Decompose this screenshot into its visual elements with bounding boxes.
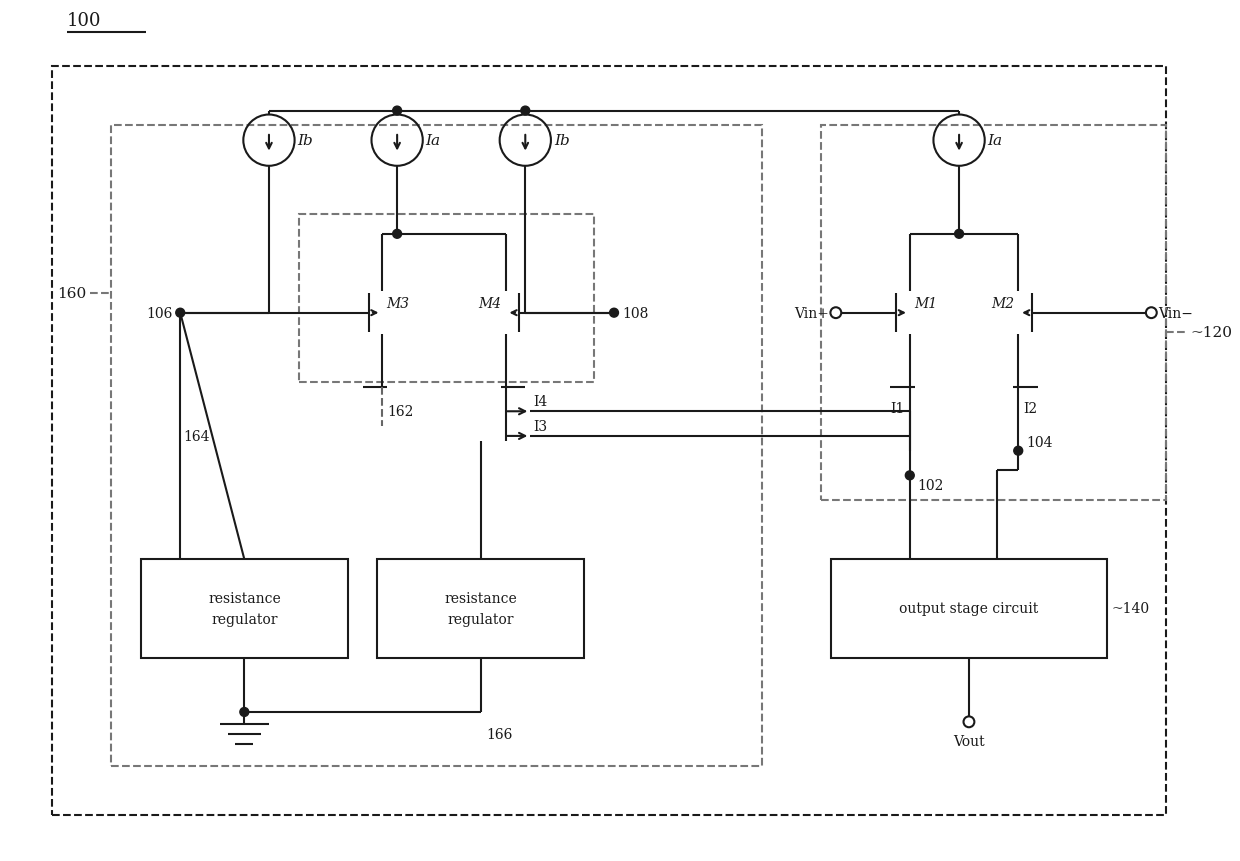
Text: M1: M1	[914, 296, 937, 310]
Text: I3: I3	[533, 419, 547, 433]
Text: M4: M4	[479, 296, 502, 310]
Text: output stage circuit: output stage circuit	[899, 602, 1039, 616]
Text: Ib: Ib	[554, 134, 569, 148]
Text: Ia: Ia	[988, 134, 1003, 148]
Text: resistance
regulator: resistance regulator	[445, 592, 517, 626]
Text: Ia: Ia	[425, 134, 441, 148]
Circle shape	[393, 230, 402, 239]
Text: 108: 108	[622, 307, 649, 320]
Text: 100: 100	[67, 12, 102, 30]
FancyBboxPatch shape	[377, 560, 584, 658]
FancyBboxPatch shape	[831, 560, 1107, 658]
Text: Ib: Ib	[298, 134, 314, 148]
Text: M2: M2	[991, 296, 1014, 310]
Circle shape	[239, 708, 249, 716]
Text: I4: I4	[533, 395, 547, 409]
Text: Vout: Vout	[954, 734, 985, 748]
Text: 104: 104	[1027, 435, 1053, 449]
Circle shape	[1014, 447, 1023, 455]
Text: 166: 166	[486, 727, 512, 740]
Circle shape	[955, 230, 963, 239]
Text: ~140: ~140	[1112, 602, 1149, 616]
Text: 164: 164	[184, 430, 210, 443]
Circle shape	[905, 471, 914, 480]
Text: resistance
regulator: resistance regulator	[208, 592, 280, 626]
Text: I1: I1	[890, 402, 905, 416]
Text: Vin−: Vin−	[1158, 307, 1193, 320]
Circle shape	[393, 107, 402, 116]
Text: Vin+: Vin+	[794, 307, 830, 320]
Circle shape	[521, 107, 529, 116]
Text: 160: 160	[57, 287, 87, 300]
Circle shape	[176, 309, 185, 318]
FancyBboxPatch shape	[141, 560, 348, 658]
Text: I2: I2	[1023, 402, 1038, 416]
Circle shape	[610, 309, 619, 318]
Text: M3: M3	[387, 296, 409, 310]
Text: 102: 102	[918, 479, 944, 492]
Text: 106: 106	[146, 307, 172, 320]
Text: 162: 162	[387, 405, 414, 418]
Text: ~120: ~120	[1190, 326, 1233, 340]
